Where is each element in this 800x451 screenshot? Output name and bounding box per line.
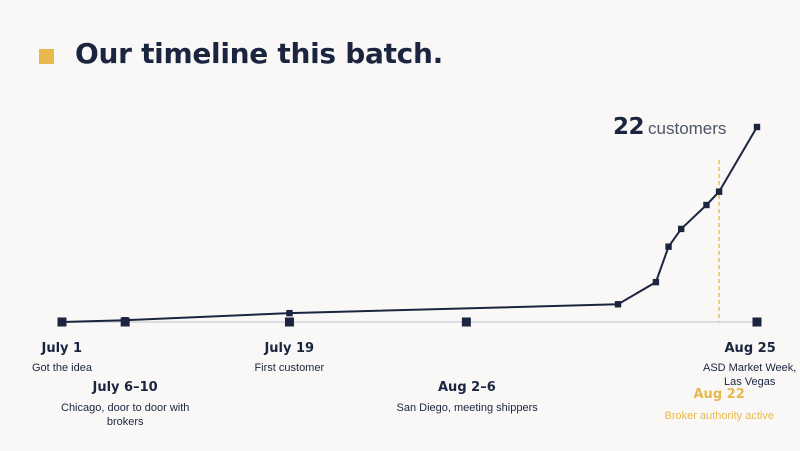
axis-marker-aug-2 — [461, 317, 471, 327]
data-point-july-19 — [286, 309, 293, 317]
title-accent-square — [39, 49, 54, 64]
milestone-date-aug-2-6: Aug 2–6 — [438, 380, 496, 395]
milestone-date-july-6-10: July 6–10 — [92, 380, 158, 395]
data-point-aug-17 — [652, 278, 660, 286]
data-point-aug-21 — [703, 201, 710, 209]
axis-marker-july-19 — [284, 317, 294, 327]
customer-growth-line — [61, 126, 758, 323]
milestone-date-aug-22: Aug 22 — [693, 387, 745, 402]
data-point-aug-22 — [715, 188, 723, 195]
slide-title: Our timeline this batch. — [75, 37, 443, 70]
customer-count: 22 — [613, 114, 645, 140]
data-point-aug-25 — [753, 123, 761, 131]
milestone-date-aug-25: Aug 25 — [724, 341, 776, 356]
customer-count-unit: customers — [648, 119, 727, 138]
data-point-aug-18 — [665, 243, 672, 250]
milestone-desc-july-6-10: Chicago, door to door with brokers — [61, 402, 190, 428]
axis-marker-july-1 — [57, 317, 67, 327]
milestone-desc-aug-2-6: San Diego, meeting shippers — [396, 402, 538, 414]
data-point-aug-14 — [614, 301, 622, 308]
milestone-desc-july-19: First customer — [254, 362, 325, 374]
axis-marker-aug-25 — [752, 317, 762, 327]
milestone-date-july-1: July 1 — [41, 341, 83, 356]
data-point-aug-19 — [677, 225, 685, 233]
milestone-desc-aug-25: ASD Market Week, Las Vegas — [703, 362, 797, 388]
milestone-desc-aug-22: Broker authority active — [664, 410, 774, 422]
milestone-desc-july-1: Got the idea — [32, 362, 92, 374]
milestone-date-july-19: July 19 — [264, 341, 315, 356]
axis-marker-july-6 — [120, 317, 130, 327]
customer-count-callout: 22 customers — [613, 114, 726, 140]
